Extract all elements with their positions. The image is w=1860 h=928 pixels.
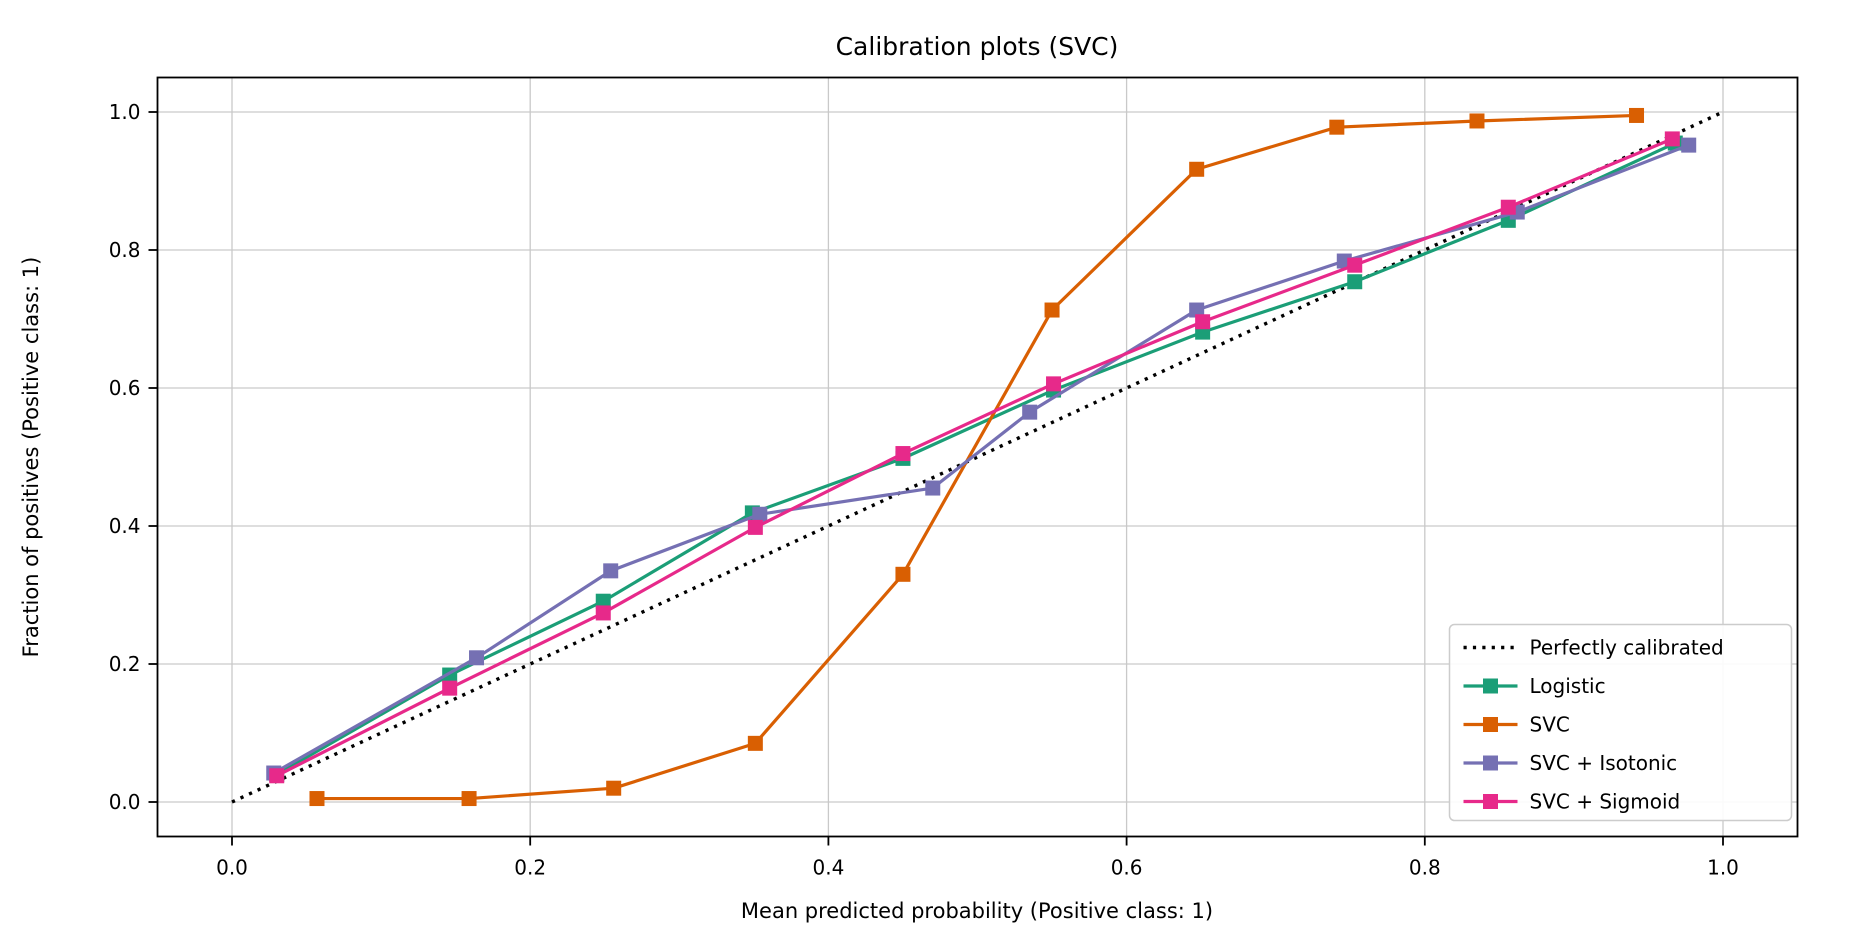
legend-entry-perfectly-calibrated: Perfectly calibrated <box>1463 636 1724 660</box>
grid-layer <box>157 77 1798 837</box>
legend-sample-marker <box>1483 717 1498 732</box>
series-marker-svc-isotonic <box>1022 404 1038 420</box>
legend-entry-label: SVC <box>1530 713 1570 737</box>
legend-entry-label: Perfectly calibrated <box>1530 636 1724 660</box>
legend-sample-marker <box>1483 794 1498 809</box>
legend-entry-label: SVC + Isotonic <box>1530 751 1678 775</box>
series-marker-svc-isotonic <box>1189 302 1205 318</box>
series-marker-svc-isotonic <box>603 563 619 579</box>
series-line-svc-sigmoid <box>276 137 1673 778</box>
series-marker-logistic <box>595 593 611 609</box>
legend-entry-logistic: Logistic <box>1463 674 1606 698</box>
x-tick-label: 1.0 <box>1707 856 1739 880</box>
series-marker-svc <box>461 791 477 807</box>
series-marker-svc <box>1329 119 1345 135</box>
series-marker-svc <box>1189 161 1205 177</box>
series-marker-svc-sigmoid <box>1347 257 1363 273</box>
x-tick-label: 0.4 <box>812 856 844 880</box>
y-tick-label: 1.0 <box>109 100 141 124</box>
legend-entry-svc-sigmoid: SVC + Sigmoid <box>1463 790 1681 814</box>
chart-title: Calibration plots (SVC) <box>836 32 1119 61</box>
reference-line-perfectly-calibrated <box>231 110 1724 804</box>
series-marker-svc-isotonic <box>752 506 768 522</box>
series-layer <box>231 107 1724 807</box>
x-tick-label: 0.2 <box>514 856 546 880</box>
x-axis-label: Mean predicted probability (Positive cla… <box>741 899 1213 923</box>
series-marker-svc <box>895 566 911 582</box>
series-marker-svc-sigmoid <box>747 519 763 535</box>
x-tick-label: 0.0 <box>216 856 248 880</box>
series-marker-svc-sigmoid <box>595 605 611 621</box>
series-marker-svc <box>747 735 763 751</box>
y-tick-label: 0.4 <box>109 514 141 538</box>
legend-entry-svc-isotonic: SVC + Isotonic <box>1463 751 1678 775</box>
y-tick-label: 0.0 <box>109 790 141 814</box>
x-tick-label: 0.8 <box>1409 856 1441 880</box>
series-marker-svc-sigmoid <box>1046 376 1062 392</box>
series-marker-svc <box>309 791 325 807</box>
series-marker-svc-isotonic <box>469 650 485 666</box>
legend-entry-label: SVC + Sigmoid <box>1530 790 1681 814</box>
y-tick-label: 0.8 <box>109 238 141 262</box>
series-marker-svc <box>606 780 622 796</box>
series-marker-svc <box>1044 302 1060 318</box>
series-marker-svc-sigmoid <box>442 680 458 696</box>
series-marker-svc-sigmoid <box>1500 199 1516 215</box>
tick-layer: 0.0 0.2 0.4 0.6 0.8 1.0 0.0 0.2 0.4 0.6 0.8 1.0 <box>109 100 1739 880</box>
series-line-svc <box>316 113 1637 801</box>
legend-entry-label: Logistic <box>1530 674 1606 698</box>
series-marker-logistic <box>1347 274 1363 290</box>
legend-entry-svc: SVC <box>1463 713 1570 737</box>
y-axis-label: Fraction of positives (Positive class: 1… <box>19 257 43 658</box>
series-marker-svc-sigmoid <box>269 768 285 784</box>
series-line-logistic <box>275 141 1676 776</box>
series-marker-svc-isotonic <box>925 480 941 496</box>
y-tick-label: 0.2 <box>109 652 141 676</box>
plot-area <box>156 76 1799 838</box>
legend-box <box>1448 623 1793 822</box>
series-marker-svc-sigmoid <box>1664 131 1680 147</box>
series-marker-svc <box>1469 113 1485 129</box>
series-marker-svc-sigmoid <box>895 446 911 462</box>
series-marker-svc <box>1629 107 1645 123</box>
legend-sample-marker <box>1483 755 1498 771</box>
legend: Perfectly calibrated Logistic SVC SVC + Iso… <box>1448 623 1793 822</box>
series-marker-svc-isotonic <box>1681 137 1697 153</box>
y-tick-label: 0.6 <box>109 376 141 400</box>
x-tick-label: 0.6 <box>1111 856 1143 880</box>
series-marker-svc-sigmoid <box>1195 314 1211 330</box>
legend-sample-marker <box>1483 678 1498 694</box>
